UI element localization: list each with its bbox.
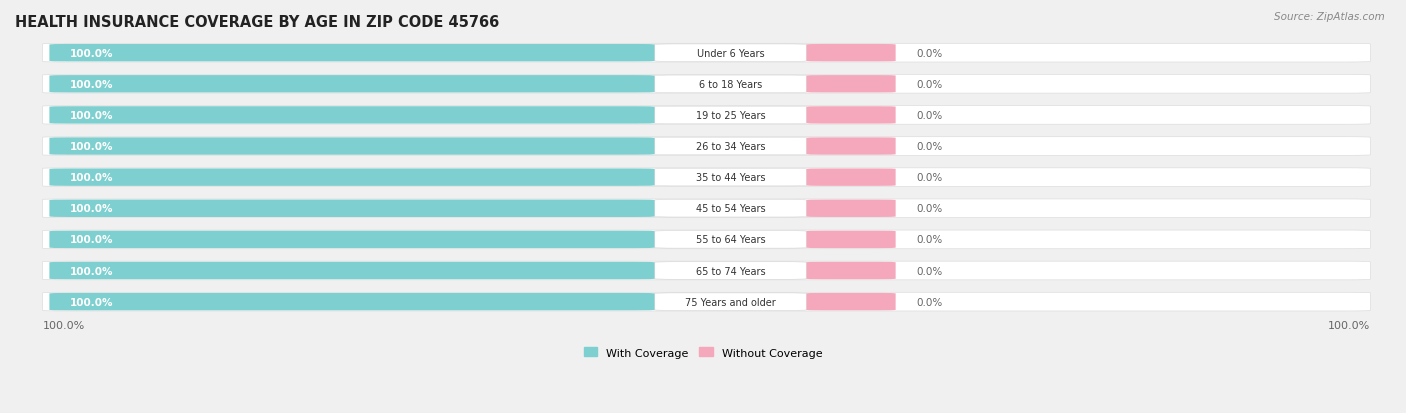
Text: 6 to 18 Years: 6 to 18 Years [699, 80, 762, 90]
FancyBboxPatch shape [42, 75, 1371, 94]
Text: 100.0%: 100.0% [1329, 320, 1371, 330]
Text: 100.0%: 100.0% [70, 80, 114, 90]
FancyBboxPatch shape [655, 169, 806, 186]
Text: 0.0%: 0.0% [917, 111, 942, 121]
Legend: With Coverage, Without Coverage: With Coverage, Without Coverage [579, 343, 827, 362]
Text: 100.0%: 100.0% [70, 49, 114, 59]
Text: 100.0%: 100.0% [70, 111, 114, 121]
Text: 100.0%: 100.0% [70, 235, 114, 245]
FancyBboxPatch shape [655, 293, 806, 311]
FancyBboxPatch shape [655, 107, 806, 124]
FancyBboxPatch shape [806, 231, 896, 249]
FancyBboxPatch shape [42, 230, 1371, 249]
FancyBboxPatch shape [49, 138, 655, 155]
FancyBboxPatch shape [42, 169, 1371, 187]
FancyBboxPatch shape [806, 45, 896, 62]
Text: 26 to 34 Years: 26 to 34 Years [696, 142, 765, 152]
FancyBboxPatch shape [49, 293, 655, 311]
Text: 0.0%: 0.0% [917, 266, 942, 276]
FancyBboxPatch shape [655, 231, 806, 249]
Text: 0.0%: 0.0% [917, 297, 942, 307]
FancyBboxPatch shape [806, 200, 896, 218]
Text: 0.0%: 0.0% [917, 235, 942, 245]
Text: 100.0%: 100.0% [70, 142, 114, 152]
Text: Under 6 Years: Under 6 Years [697, 49, 765, 59]
FancyBboxPatch shape [806, 293, 896, 311]
Text: 100.0%: 100.0% [70, 266, 114, 276]
FancyBboxPatch shape [655, 200, 806, 218]
FancyBboxPatch shape [49, 231, 655, 249]
Text: 19 to 25 Years: 19 to 25 Years [696, 111, 765, 121]
Text: 45 to 54 Years: 45 to 54 Years [696, 204, 765, 214]
Text: 0.0%: 0.0% [917, 204, 942, 214]
FancyBboxPatch shape [655, 262, 806, 280]
Text: 0.0%: 0.0% [917, 80, 942, 90]
FancyBboxPatch shape [655, 76, 806, 93]
Text: 0.0%: 0.0% [917, 173, 942, 183]
Text: 100.0%: 100.0% [70, 297, 114, 307]
Text: 65 to 74 Years: 65 to 74 Years [696, 266, 765, 276]
FancyBboxPatch shape [42, 44, 1371, 63]
FancyBboxPatch shape [49, 45, 655, 62]
FancyBboxPatch shape [49, 107, 655, 124]
FancyBboxPatch shape [655, 138, 806, 155]
FancyBboxPatch shape [42, 138, 1371, 156]
FancyBboxPatch shape [49, 262, 655, 280]
Text: 100.0%: 100.0% [70, 204, 114, 214]
FancyBboxPatch shape [806, 138, 896, 155]
Text: 55 to 64 Years: 55 to 64 Years [696, 235, 765, 245]
FancyBboxPatch shape [42, 106, 1371, 125]
Text: 100.0%: 100.0% [70, 173, 114, 183]
Text: HEALTH INSURANCE COVERAGE BY AGE IN ZIP CODE 45766: HEALTH INSURANCE COVERAGE BY AGE IN ZIP … [15, 15, 499, 30]
Text: Source: ZipAtlas.com: Source: ZipAtlas.com [1274, 12, 1385, 22]
Text: 0.0%: 0.0% [917, 49, 942, 59]
Text: 75 Years and older: 75 Years and older [685, 297, 776, 307]
FancyBboxPatch shape [806, 169, 896, 186]
FancyBboxPatch shape [49, 76, 655, 93]
Text: 100.0%: 100.0% [42, 320, 84, 330]
FancyBboxPatch shape [806, 262, 896, 280]
FancyBboxPatch shape [806, 107, 896, 124]
FancyBboxPatch shape [806, 76, 896, 93]
FancyBboxPatch shape [655, 45, 806, 62]
FancyBboxPatch shape [49, 200, 655, 218]
Text: 35 to 44 Years: 35 to 44 Years [696, 173, 765, 183]
FancyBboxPatch shape [42, 199, 1371, 218]
FancyBboxPatch shape [42, 261, 1371, 280]
FancyBboxPatch shape [49, 169, 655, 186]
FancyBboxPatch shape [42, 292, 1371, 311]
Text: 0.0%: 0.0% [917, 142, 942, 152]
